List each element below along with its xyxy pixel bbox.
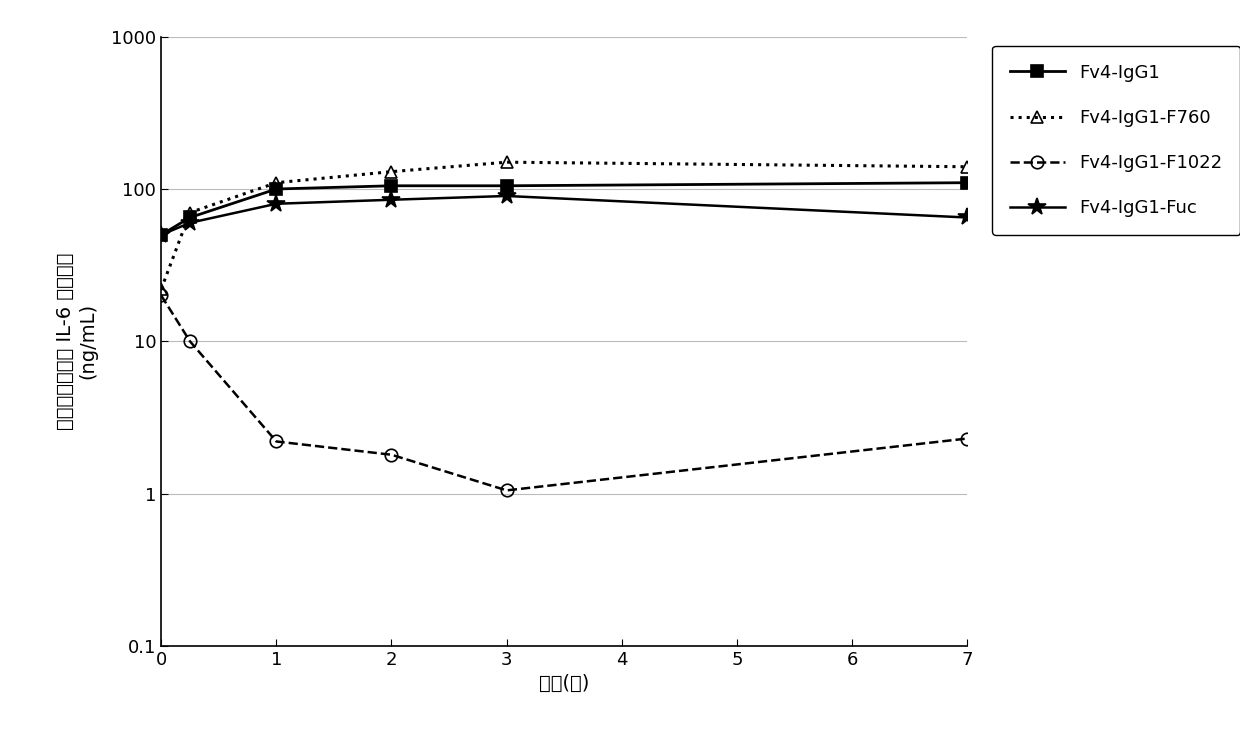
Fv4-IgG1 (384, 181, 399, 190)
Line: Fv4-IgG1-F1022: Fv4-IgG1-F1022 (155, 289, 973, 497)
Y-axis label: 血浆中可溶型人 IL-6 受体浓度
(ng/mL): 血浆中可溶型人 IL-6 受体浓度 (ng/mL) (56, 252, 97, 430)
Fv4-IgG1-F1022 (384, 451, 399, 459)
Fv4-IgG1-F760 (182, 208, 197, 217)
Fv4-IgG1-F1022 (154, 291, 169, 300)
Fv4-IgG1-F1022 (960, 434, 975, 443)
Fv4-IgG1-Fuc (182, 219, 197, 228)
Fv4-IgG1-F760 (960, 162, 975, 171)
Fv4-IgG1-Fuc (269, 200, 284, 208)
Fv4-IgG1-F1022 (182, 337, 197, 346)
X-axis label: 时间(天): 时间(天) (539, 675, 589, 694)
Fv4-IgG1-Fuc (384, 195, 399, 204)
Fv4-IgG1 (500, 181, 515, 190)
Fv4-IgG1-Fuc (960, 213, 975, 222)
Fv4-IgG1 (960, 178, 975, 187)
Line: Fv4-IgG1-F760: Fv4-IgG1-F760 (155, 156, 973, 295)
Fv4-IgG1 (154, 230, 169, 239)
Fv4-IgG1-F1022 (500, 486, 515, 495)
Fv4-IgG1-Fuc (500, 192, 515, 200)
Legend: Fv4-IgG1, Fv4-IgG1-F760, Fv4-IgG1-F1022, Fv4-IgG1-Fuc: Fv4-IgG1, Fv4-IgG1-F760, Fv4-IgG1-F1022,… (992, 46, 1240, 235)
Fv4-IgG1-F760 (154, 285, 169, 294)
Fv4-IgG1 (182, 213, 197, 222)
Fv4-IgG1 (269, 185, 284, 194)
Line: Fv4-IgG1-Fuc: Fv4-IgG1-Fuc (153, 187, 976, 244)
Fv4-IgG1-F760 (269, 178, 284, 187)
Fv4-IgG1-Fuc (154, 230, 169, 239)
Fv4-IgG1-F1022 (269, 437, 284, 446)
Fv4-IgG1-F760 (384, 167, 399, 176)
Fv4-IgG1-F760 (500, 158, 515, 167)
Line: Fv4-IgG1: Fv4-IgG1 (156, 177, 972, 241)
